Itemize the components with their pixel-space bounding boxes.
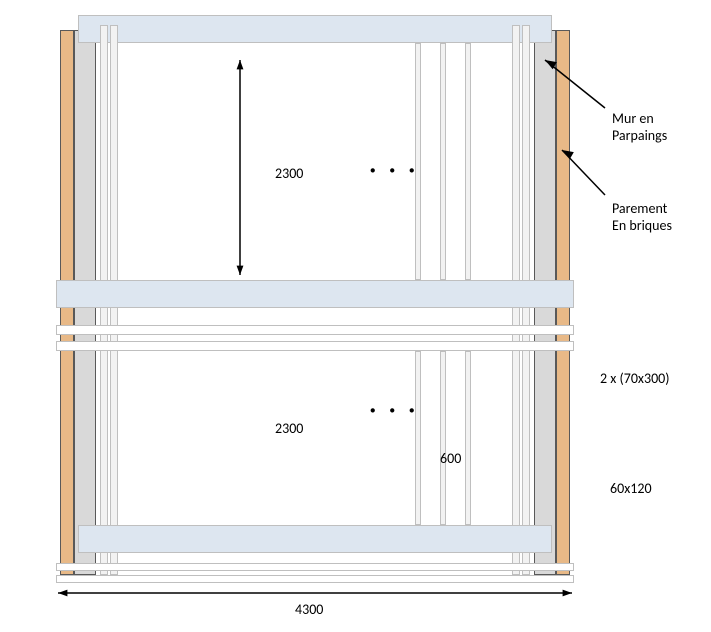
label-parement-briques: Parement En briques	[612, 200, 672, 234]
annotations-svg	[0, 0, 711, 632]
dots-lower: ● ● ●	[370, 405, 420, 416]
label-h2: 2300	[275, 420, 303, 437]
label-width: 4300	[295, 601, 323, 618]
dots-upper: ● ● ●	[370, 165, 420, 176]
label-beam-dim: 2 x (70x300)	[600, 370, 670, 387]
label-mur-parpaings: Mur en Parpaings	[612, 110, 667, 144]
label-h1: 2300	[275, 165, 303, 182]
label-stud-dim: 60x120	[610, 480, 652, 497]
label-h3: 600	[440, 450, 461, 467]
